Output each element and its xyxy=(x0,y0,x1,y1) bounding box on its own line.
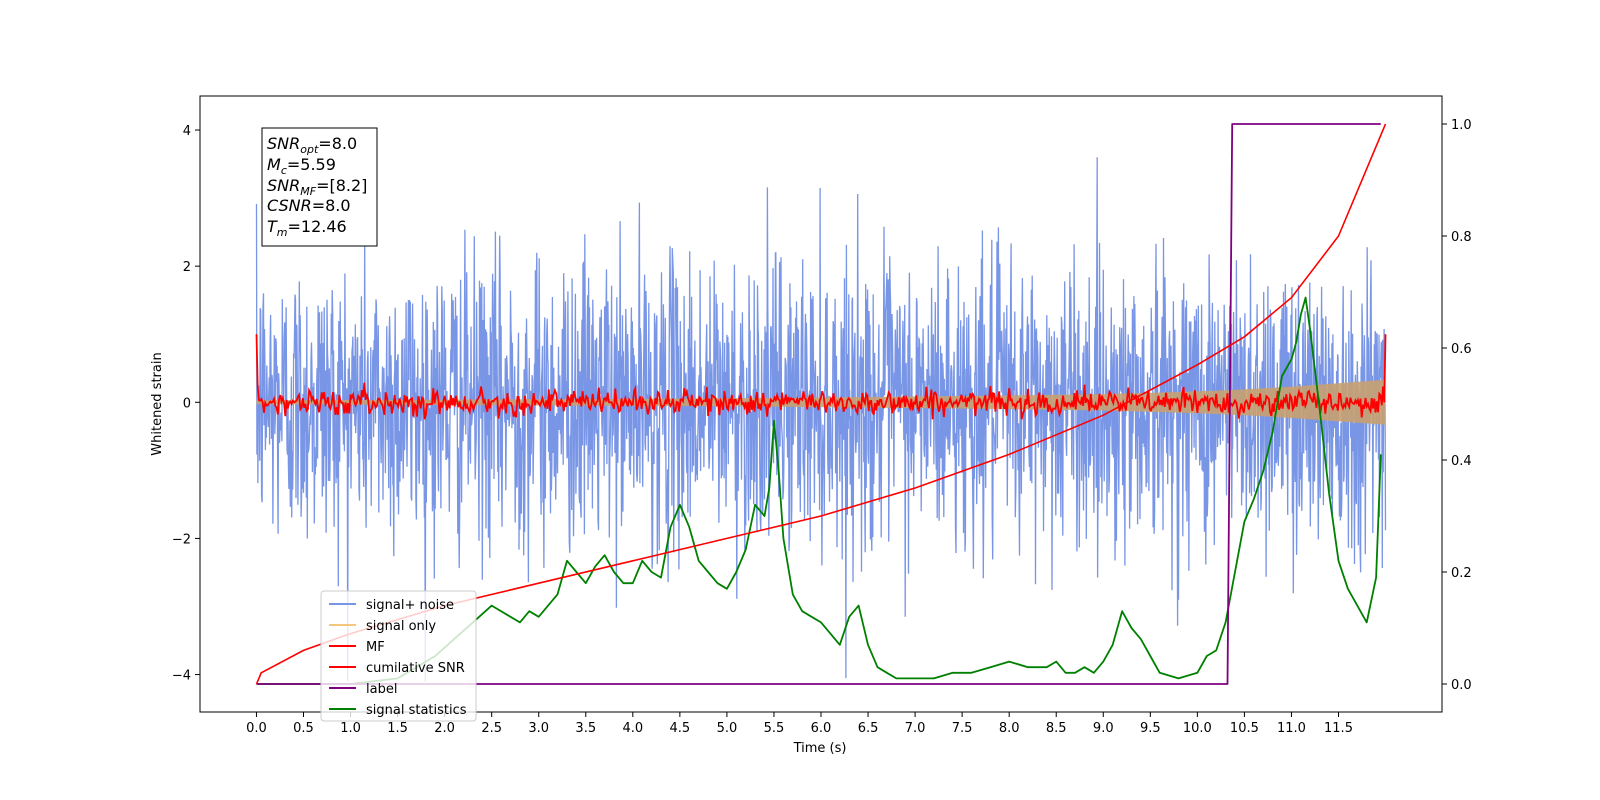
series-mf xyxy=(255,334,1387,420)
legend-entry: signal+ noise xyxy=(366,598,454,613)
legend-entry: MF xyxy=(366,640,385,655)
y2-tick-label: 0.0 xyxy=(1451,678,1472,693)
x-tick-label: 0.5 xyxy=(293,721,314,736)
y-tick-label: −4 xyxy=(172,669,191,684)
x-tick-label: 7.5 xyxy=(952,721,973,736)
legend-frame xyxy=(320,590,477,722)
x-tick-label: 5.5 xyxy=(764,721,785,736)
x-tick-label: 5.0 xyxy=(717,721,738,736)
x-tick-label: 0.0 xyxy=(246,721,267,736)
x-tick-label: 11.0 xyxy=(1277,721,1306,736)
x-tick-label: 11.5 xyxy=(1324,721,1353,736)
y2-tick-label: 0.6 xyxy=(1451,342,1472,357)
series-layer xyxy=(255,123,1387,685)
x-tick-label: 6.5 xyxy=(858,721,879,736)
annotation-line-5: Tm=12.46 xyxy=(267,217,347,239)
x-tick-label: 4.0 xyxy=(622,721,643,736)
x-tick-label: 8.0 xyxy=(999,721,1020,736)
x-tick-label: 9.5 xyxy=(1140,721,1161,736)
series-signal-statistics xyxy=(256,296,1382,685)
y2-axis: 0.0 0.2 0.4 0.6 0.8 1.0 xyxy=(1442,118,1472,693)
y-tick-label: 4 xyxy=(183,124,191,139)
annotation-line-3: SNRMF=[8.2] xyxy=(267,176,367,198)
y-axis: 4 2 0 −2 −4 xyxy=(172,124,200,684)
x-tick-label: 2.0 xyxy=(434,721,455,736)
y-tick-label: 0 xyxy=(183,396,191,411)
annotation-line-2: Mc=5.59 xyxy=(267,155,336,177)
x-tick-label: 9.0 xyxy=(1093,721,1114,736)
y2-tick-label: 0.2 xyxy=(1451,566,1472,581)
y-tick-label: 2 xyxy=(183,260,191,275)
annotation-frame xyxy=(261,127,378,247)
y-tick-label: −2 xyxy=(172,532,191,547)
legend-entry: signal only xyxy=(366,619,436,634)
y-axis-label: Whitened strain xyxy=(150,352,165,455)
annotation-line-4: CSNR=8.0 xyxy=(267,196,351,215)
y2-tick-label: 0.8 xyxy=(1451,230,1472,245)
series-label xyxy=(256,123,1381,685)
x-tick-label: 1.0 xyxy=(340,721,361,736)
y2-tick-label: 1.0 xyxy=(1451,118,1472,133)
legend: signal+ noise signal only MF cumilative SNR… xyxy=(320,590,477,722)
series-signal-noise xyxy=(255,157,1387,682)
x-tick-label: 10.5 xyxy=(1230,721,1259,736)
x-axis: 0.0 0.5 1.0 1.5 2.0 2.5 3.0 3.5 4.0 4.5 5.0 5.5 6.0 6… xyxy=(246,712,1353,736)
x-tick-label: 10.0 xyxy=(1183,721,1212,736)
series-signal-only xyxy=(256,379,1386,425)
x-tick-label: 6.0 xyxy=(811,721,832,736)
x-axis-label: Time (s) xyxy=(793,741,847,756)
x-tick-label: 3.5 xyxy=(575,721,596,736)
x-tick-label: 7.0 xyxy=(905,721,926,736)
x-tick-label: 4.5 xyxy=(670,721,691,736)
x-tick-label: 2.5 xyxy=(481,721,502,736)
legend-entry: signal statistics xyxy=(366,703,467,718)
y2-tick-label: 0.4 xyxy=(1451,454,1472,469)
x-tick-label: 3.0 xyxy=(528,721,549,736)
annotation-box: SNRopt=8.0 Mc=5.59 SNRMF=[8.2] CSNR=8.0 … xyxy=(261,127,378,247)
legend-entry: label xyxy=(366,682,397,697)
x-tick-label: 8.5 xyxy=(1046,721,1067,736)
x-tick-label: 1.5 xyxy=(387,721,408,736)
annotation-line-1: SNRopt=8.0 xyxy=(267,134,357,156)
legend-entry: cumilative SNR xyxy=(366,661,465,676)
